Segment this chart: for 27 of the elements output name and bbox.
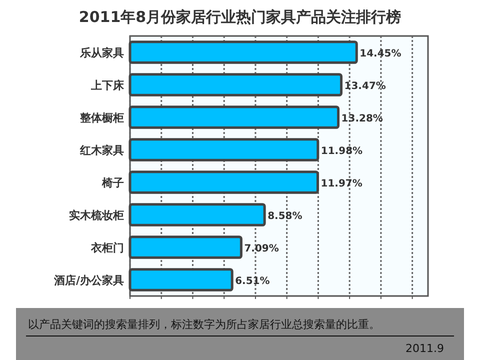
- bar: [128, 73, 343, 96]
- data-label: 13.28%: [341, 113, 383, 124]
- y-tick-label: 实木梳妆柜: [69, 208, 124, 222]
- y-tick-label: 整体橱柜: [79, 111, 124, 124]
- data-label: 6.51%: [235, 276, 270, 287]
- chart-title: 2011年8月份家居行业热门家具产品关注排行榜: [78, 8, 402, 26]
- y-tick-label: 乐从家具: [79, 46, 124, 60]
- bar: [128, 170, 319, 194]
- bar: [128, 203, 266, 226]
- y-tick-label: 酒店/办公家具: [52, 274, 124, 287]
- y-tick-label: 上下床: [90, 78, 125, 92]
- data-label: 13.47%: [344, 80, 386, 92]
- y-tick-label: 衣柜门: [90, 241, 124, 254]
- bar: [128, 138, 320, 162]
- data-label: 8.58%: [268, 210, 302, 222]
- bar: [128, 106, 340, 129]
- bar: [128, 268, 234, 292]
- data-label: 11.98%: [320, 146, 363, 157]
- text: 2011.9: [406, 342, 444, 355]
- y-tick-label: 红木家具: [79, 144, 124, 157]
- data-label: 14.45%: [360, 48, 402, 60]
- bar: [128, 40, 358, 64]
- bar: [128, 236, 242, 259]
- text: 以产品关键词的搜索量排列，标注数字为所占家居行业总搜索量的比重。: [28, 318, 380, 331]
- data-label: 7.09%: [244, 243, 279, 254]
- y-tick-label: 椅子: [101, 176, 124, 190]
- data-label: 11.97%: [320, 178, 362, 190]
